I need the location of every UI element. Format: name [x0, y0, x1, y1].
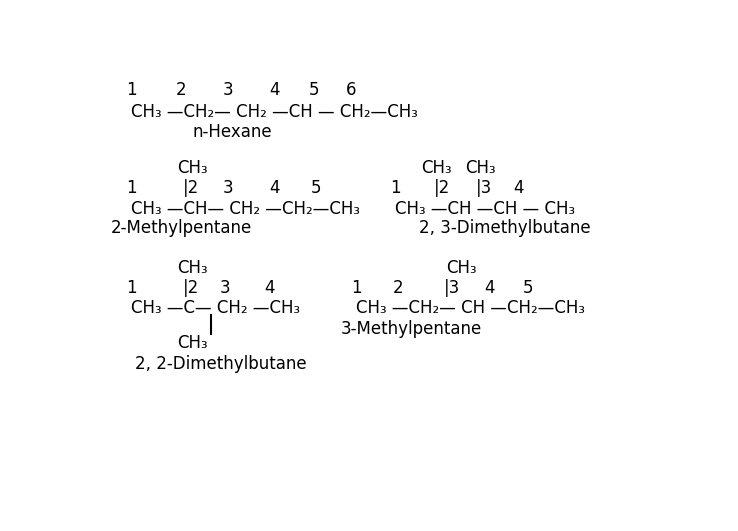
Text: CH₃ —CH₂— CH —CH₂—CH₃: CH₃ —CH₂— CH —CH₂—CH₃	[356, 299, 585, 317]
Text: CH₃: CH₃	[177, 159, 207, 177]
Text: 1: 1	[126, 179, 137, 198]
Text: 3-Methylpentane: 3-Methylpentane	[341, 320, 482, 338]
Text: 4: 4	[269, 81, 280, 99]
Text: 1: 1	[126, 279, 137, 297]
Text: CH₃ —CH— CH₂ —CH₂—CH₃: CH₃ —CH— CH₂ —CH₂—CH₃	[131, 200, 360, 218]
Text: 3: 3	[223, 81, 234, 99]
Text: CH₃ —CH₂— CH₂ —CH — CH₂—CH₃: CH₃ —CH₂— CH₂ —CH — CH₂—CH₃	[131, 103, 418, 121]
Text: 2, 3-Dimethylbutane: 2, 3-Dimethylbutane	[419, 219, 591, 237]
Text: 1: 1	[126, 81, 137, 99]
Text: CH₃: CH₃	[446, 259, 477, 277]
Text: CH₃: CH₃	[177, 259, 207, 277]
Text: 3: 3	[223, 179, 234, 198]
Text: 4: 4	[264, 279, 275, 297]
Text: 2-Methylpentane: 2-Methylpentane	[110, 219, 252, 237]
Text: 5: 5	[309, 81, 320, 99]
Text: 4: 4	[513, 179, 523, 198]
Text: |3: |3	[444, 279, 461, 297]
Text: CH₃: CH₃	[421, 159, 452, 177]
Text: |2: |2	[434, 179, 450, 198]
Text: |2: |2	[182, 179, 199, 198]
Text: CH₃: CH₃	[177, 333, 207, 352]
Text: |2: |2	[182, 279, 199, 297]
Text: 2, 2-Dimethylbutane: 2, 2-Dimethylbutane	[135, 355, 307, 373]
Text: 4: 4	[269, 179, 280, 198]
Text: 1: 1	[351, 279, 362, 297]
Text: 5: 5	[311, 179, 322, 198]
Text: 4: 4	[485, 279, 495, 297]
Text: 5: 5	[523, 279, 534, 297]
Text: 2: 2	[176, 81, 186, 99]
Text: CH₃ —CH —CH — CH₃: CH₃ —CH —CH — CH₃	[396, 200, 576, 218]
Text: |3: |3	[475, 179, 492, 198]
Text: 2: 2	[393, 279, 404, 297]
Text: 1: 1	[390, 179, 401, 198]
Text: CH₃ —C— CH₂ —CH₃: CH₃ —C— CH₂ —CH₃	[131, 299, 300, 317]
Text: 3: 3	[220, 279, 230, 297]
Text: CH₃: CH₃	[465, 159, 495, 177]
Text: 6: 6	[345, 81, 356, 99]
Text: n-Hexane: n-Hexane	[193, 123, 272, 141]
